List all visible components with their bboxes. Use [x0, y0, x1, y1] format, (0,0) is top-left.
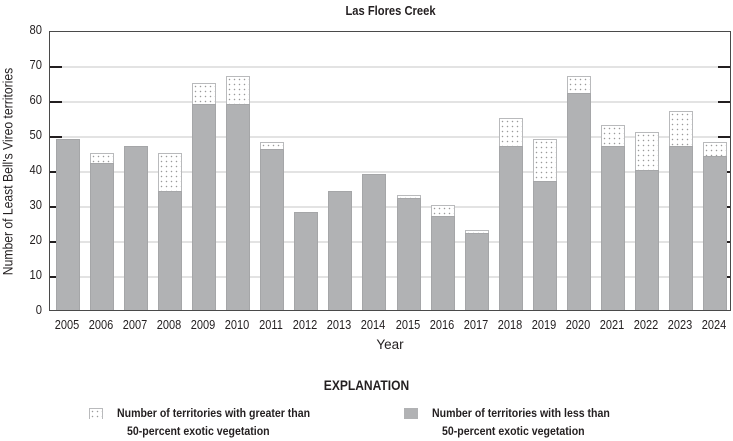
bar-greater-exotic	[157, 152, 182, 191]
y-tick-label: 40	[29, 162, 42, 177]
bar-less-exotic	[157, 191, 182, 310]
gridline	[50, 171, 730, 173]
bar-greater-exotic	[396, 194, 421, 198]
gridline	[50, 276, 730, 278]
x-tick-label: 2013	[327, 318, 352, 332]
bar-greater-exotic	[567, 75, 591, 93]
x-tick-label: 2009	[190, 318, 216, 332]
bar-less-exotic	[362, 173, 387, 310]
y-tick-right	[718, 101, 730, 103]
x-tick-label: 2008	[156, 318, 182, 332]
bar-less-exotic	[703, 156, 728, 310]
x-tick-label: 2010	[224, 318, 250, 332]
x-tick-label: 2023	[668, 318, 693, 332]
x-tick-label: 2017	[463, 318, 488, 332]
bar-less-exotic	[260, 149, 285, 310]
bar-less-exotic	[55, 138, 80, 310]
bar-less-exotic	[430, 215, 455, 310]
bar-greater-exotic	[226, 75, 250, 104]
bar-less-exotic	[396, 198, 421, 310]
bar-greater-exotic	[635, 131, 660, 170]
bar-greater-exotic	[430, 205, 455, 216]
x-tick-label: 2019	[531, 318, 557, 332]
y-tick-right	[718, 136, 730, 138]
bar-less-exotic	[328, 191, 353, 310]
y-tick-label: 30	[29, 197, 42, 212]
legend-label-less-line1: Number of territories with less than	[432, 406, 610, 420]
bar-less-exotic	[123, 145, 148, 310]
x-tick-label: 2022	[633, 318, 659, 332]
legend-heading: EXPLANATION	[323, 377, 410, 393]
x-tick-label: 2012	[292, 318, 318, 332]
x-axis-title: Year	[376, 337, 404, 352]
gridline	[50, 241, 730, 243]
gridline	[50, 101, 730, 103]
y-tick-label: 10	[29, 267, 42, 282]
bar-greater-exotic	[464, 229, 489, 233]
y-tick	[50, 101, 62, 103]
bar-greater-exotic	[532, 138, 557, 181]
legend-label-greater-line2: 50-percent exotic vegetation	[127, 424, 270, 438]
bar-less-exotic	[669, 145, 694, 310]
x-tick-label: 2006	[88, 318, 113, 332]
y-tick-label: 20	[29, 232, 42, 247]
legend-swatch-less	[404, 408, 418, 419]
y-tick-label: 0	[35, 302, 42, 317]
bar-greater-exotic	[669, 110, 694, 146]
bar-less-exotic	[464, 233, 489, 310]
bar-greater-exotic	[703, 142, 728, 156]
x-tick-label: 2018	[497, 318, 523, 332]
bar-greater-exotic	[191, 82, 216, 104]
x-tick-label: 2024	[702, 318, 727, 332]
y-axis-title: Number of Least Bell's Vireo territories	[0, 67, 16, 276]
bar-less-exotic	[226, 103, 250, 310]
bar-greater-exotic	[89, 152, 114, 163]
legend-label-greater-line1: Number of territories with greater than	[117, 406, 311, 420]
bar-less-exotic	[498, 145, 523, 310]
bar-less-exotic	[294, 212, 319, 310]
gridline	[50, 206, 730, 208]
y-tick-label: 60	[29, 92, 42, 107]
y-tick	[50, 136, 62, 138]
y-tick-right	[718, 66, 730, 68]
legend-swatch-greater	[89, 408, 103, 419]
bar-less-exotic	[601, 145, 626, 310]
x-tick-label: 2021	[599, 318, 625, 332]
y-tick	[50, 66, 62, 68]
bar-less-exotic	[191, 103, 216, 310]
x-tick-label: 2014	[361, 318, 386, 332]
x-tick-label: 2016	[429, 318, 454, 332]
bar-less-exotic	[532, 180, 557, 310]
bar-less-exotic	[635, 170, 660, 310]
chart-title: Las Flores Creek	[345, 3, 436, 18]
bar-greater-exotic	[260, 142, 285, 149]
legend-label-less-line2: 50-percent exotic vegetation	[442, 424, 585, 438]
bar-less-exotic	[567, 93, 591, 310]
y-tick-label: 70	[29, 57, 42, 72]
bar-greater-exotic	[601, 124, 626, 146]
x-tick-label: 2015	[395, 318, 420, 332]
bar-greater-exotic	[498, 117, 523, 146]
y-tick-label: 50	[29, 127, 42, 142]
x-tick-label: 2007	[122, 318, 147, 332]
y-tick-label: 80	[29, 22, 42, 37]
x-tick-label: 2020	[565, 318, 591, 332]
bar-less-exotic	[89, 163, 114, 310]
gridline	[50, 136, 730, 138]
x-tick-label: 2005	[54, 318, 79, 332]
plot-area	[49, 31, 731, 311]
x-tick-label: 2011	[259, 318, 283, 332]
gridline	[50, 66, 730, 68]
